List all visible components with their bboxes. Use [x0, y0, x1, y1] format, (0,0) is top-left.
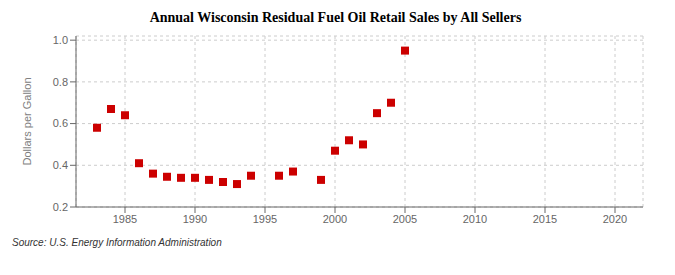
svg-text:0.4: 0.4 — [53, 159, 68, 171]
svg-text:0.8: 0.8 — [53, 76, 68, 88]
svg-text:0.6: 0.6 — [53, 117, 68, 129]
svg-text:Dollars per Gallon: Dollars per Gallon — [21, 77, 33, 165]
svg-text:2010: 2010 — [463, 213, 487, 225]
svg-text:2005: 2005 — [393, 213, 417, 225]
svg-text:1.0: 1.0 — [53, 34, 68, 46]
svg-text:1985: 1985 — [113, 213, 137, 225]
svg-text:2020: 2020 — [603, 213, 627, 225]
svg-text:2000: 2000 — [323, 213, 347, 225]
html-text:Annual Wisconsin Residual Fuel: Annual Wisconsin Residual Fuel Oil Retai… — [149, 10, 522, 25]
svg-text:2015: 2015 — [533, 213, 557, 225]
svg-text:1995: 1995 — [253, 213, 277, 225]
svg-text:1990: 1990 — [183, 213, 207, 225]
html-text:Source: U.S. Energy Informatio: Source: U.S. Energy Information Administ… — [12, 237, 222, 248]
svg-text:0.2: 0.2 — [53, 201, 68, 213]
